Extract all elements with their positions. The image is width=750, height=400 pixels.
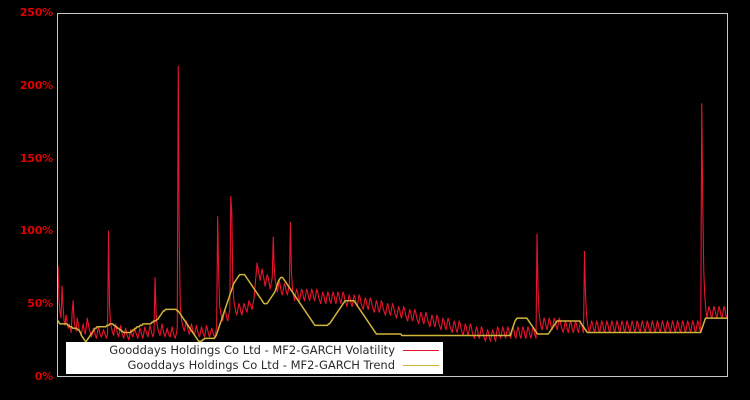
series-group bbox=[58, 66, 727, 341]
legend-item-label: Gooddays Holdings Co Ltd - MF2-GARCH Tre… bbox=[127, 358, 395, 372]
chart-svg bbox=[58, 14, 727, 376]
legend-swatch-volatility bbox=[403, 350, 439, 351]
legend-item: Gooddays Holdings Co Ltd - MF2-GARCH Vol… bbox=[66, 343, 443, 358]
y-axis-tick-label: 200% bbox=[19, 78, 53, 92]
legend-swatch-trend bbox=[403, 365, 439, 366]
y-axis-tick-label: 50% bbox=[27, 297, 53, 311]
y-axis-tick-label: 100% bbox=[19, 224, 53, 238]
plot-area bbox=[57, 13, 728, 377]
chart-legend: Gooddays Holdings Co Ltd - MF2-GARCH Vol… bbox=[66, 342, 443, 374]
legend-item-label: Gooddays Holdings Co Ltd - MF2-GARCH Vol… bbox=[109, 343, 395, 357]
y-axis-tick-label: 0% bbox=[34, 370, 53, 383]
series-line-volatility bbox=[58, 66, 727, 341]
legend-item: Gooddays Holdings Co Ltd - MF2-GARCH Tre… bbox=[66, 358, 443, 373]
y-axis-tick-label: 250% bbox=[19, 6, 53, 19]
y-axis-tick-label: 150% bbox=[19, 151, 53, 165]
series-line-trend bbox=[58, 275, 727, 342]
y-axis-labels: 250% 200% 150% 100% 50% 0% bbox=[0, 0, 53, 400]
